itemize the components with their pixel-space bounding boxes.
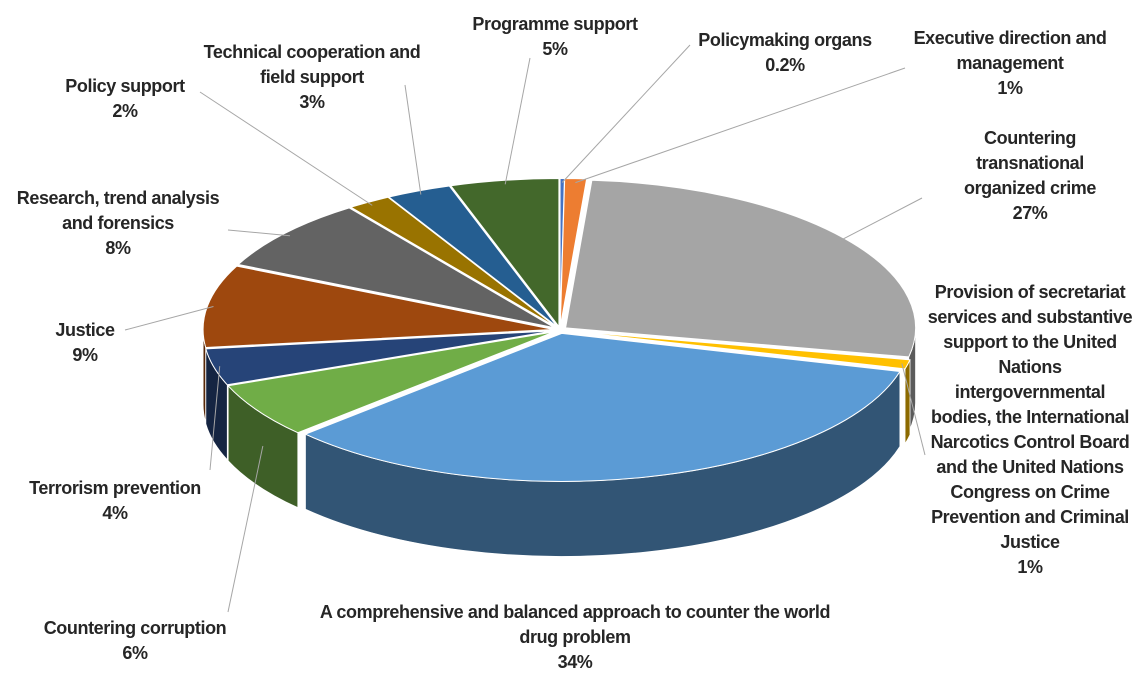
value-label: 1%	[1017, 557, 1043, 577]
slice	[564, 179, 917, 358]
slice	[205, 330, 554, 386]
slice-label: Executive direction and management 1%	[910, 26, 1110, 101]
slice-label: Policymaking organs 0.2%	[675, 28, 895, 78]
value-label: 4%	[102, 503, 128, 523]
leader-line	[227, 229, 290, 237]
slice-label: Research, trend analysis and forensics 8%	[3, 186, 233, 261]
category-label: Policymaking organs	[698, 30, 872, 50]
slice	[202, 265, 554, 349]
leader-line	[575, 67, 906, 184]
slice-side	[904, 359, 911, 446]
slice	[304, 332, 901, 482]
slice	[227, 331, 555, 434]
category-label: Technical cooperation and field support	[203, 42, 421, 87]
leader-line	[561, 44, 691, 183]
category-label: Programme support	[472, 14, 638, 34]
category-label: A comprehensive and balanced approach to…	[319, 602, 831, 647]
value-label: 2%	[112, 101, 138, 121]
category-label: Terrorism prevention	[29, 478, 201, 498]
value-label: 8%	[105, 238, 131, 258]
value-label: 6%	[122, 643, 148, 663]
leader-line	[901, 363, 926, 456]
slice-label: Policy support 2%	[45, 74, 205, 124]
leader-line	[839, 197, 923, 242]
slice-label: Countering corruption 6%	[15, 616, 255, 666]
category-label: Policy support	[65, 76, 185, 96]
slice	[387, 185, 558, 328]
value-label: 34%	[557, 652, 593, 672]
value-label: 5%	[542, 39, 568, 59]
leader-line	[124, 306, 214, 331]
leader-line	[504, 57, 531, 185]
value-label: 3%	[299, 92, 325, 112]
slice	[450, 178, 560, 329]
slice	[349, 196, 557, 328]
category-label: Countering transnational organized crime	[963, 128, 1097, 198]
category-label: Provision of secretariat services and su…	[927, 282, 1133, 552]
value-label: 0.2%	[765, 55, 805, 75]
slice-label: Terrorism prevention 4%	[0, 476, 230, 526]
leader-line	[404, 84, 422, 195]
slice-label: Provision of secretariat services and su…	[923, 280, 1136, 580]
slice-label: Programme support 5%	[455, 12, 655, 62]
category-label: Research, trend analysis and forensics	[16, 188, 220, 233]
slice-label: Countering transnational organized crime…	[945, 126, 1115, 226]
slice	[566, 330, 911, 370]
leader-line	[227, 445, 264, 613]
category-label: Countering corruption	[43, 618, 227, 638]
category-label: Executive direction and management	[913, 28, 1107, 73]
category-label: Justice	[55, 320, 115, 340]
slice-label: Technical cooperation and field support 3…	[202, 40, 422, 115]
slice-label: A comprehensive and balanced approach to…	[310, 600, 840, 675]
leader-line	[209, 366, 221, 471]
value-label: 27%	[1012, 203, 1048, 223]
value-label: 9%	[72, 345, 98, 365]
value-label: 1%	[997, 78, 1023, 98]
slice	[237, 207, 555, 329]
leader-line	[199, 91, 373, 206]
slice-label: Justice 9%	[35, 318, 135, 368]
